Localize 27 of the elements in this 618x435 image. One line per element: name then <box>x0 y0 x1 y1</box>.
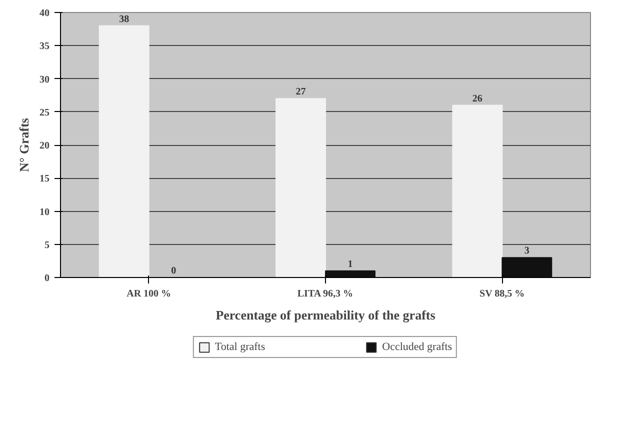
bar <box>325 270 376 278</box>
bar <box>452 104 503 278</box>
y-tick-label: 5 <box>44 240 50 251</box>
y-axis-title: N° Grafts <box>16 118 32 172</box>
data-label: 38 <box>119 14 130 25</box>
x-tick-label: AR 100 % <box>126 288 172 300</box>
legend-label: Total grafts <box>214 341 266 353</box>
bar <box>98 25 150 278</box>
data-label: 3 <box>524 246 530 257</box>
legend-label: Occluded grafts <box>382 341 452 353</box>
y-tick-label: 10 <box>40 206 50 218</box>
y-tick-label: 20 <box>40 140 50 152</box>
x-tick-label: SV 88,5 % <box>480 288 525 300</box>
y-tick-label: 35 <box>40 41 50 52</box>
data-label: 0 <box>171 266 176 276</box>
bar <box>502 257 552 278</box>
data-label: 1 <box>348 258 353 270</box>
bar <box>276 98 326 278</box>
y-tick-label: 0 <box>44 273 50 284</box>
y-tick-label: 40 <box>40 8 50 19</box>
y-tick-label: 30 <box>40 74 50 86</box>
data-label: 27 <box>296 86 306 98</box>
x-tick-label: LITA 96,3 % <box>297 288 354 300</box>
y-tick-label: 15 <box>40 174 50 185</box>
x-axis-title: Percentage of permeability of the grafts <box>216 308 436 322</box>
data-label: 26 <box>472 93 482 104</box>
y-tick-label: 25 <box>40 107 50 118</box>
